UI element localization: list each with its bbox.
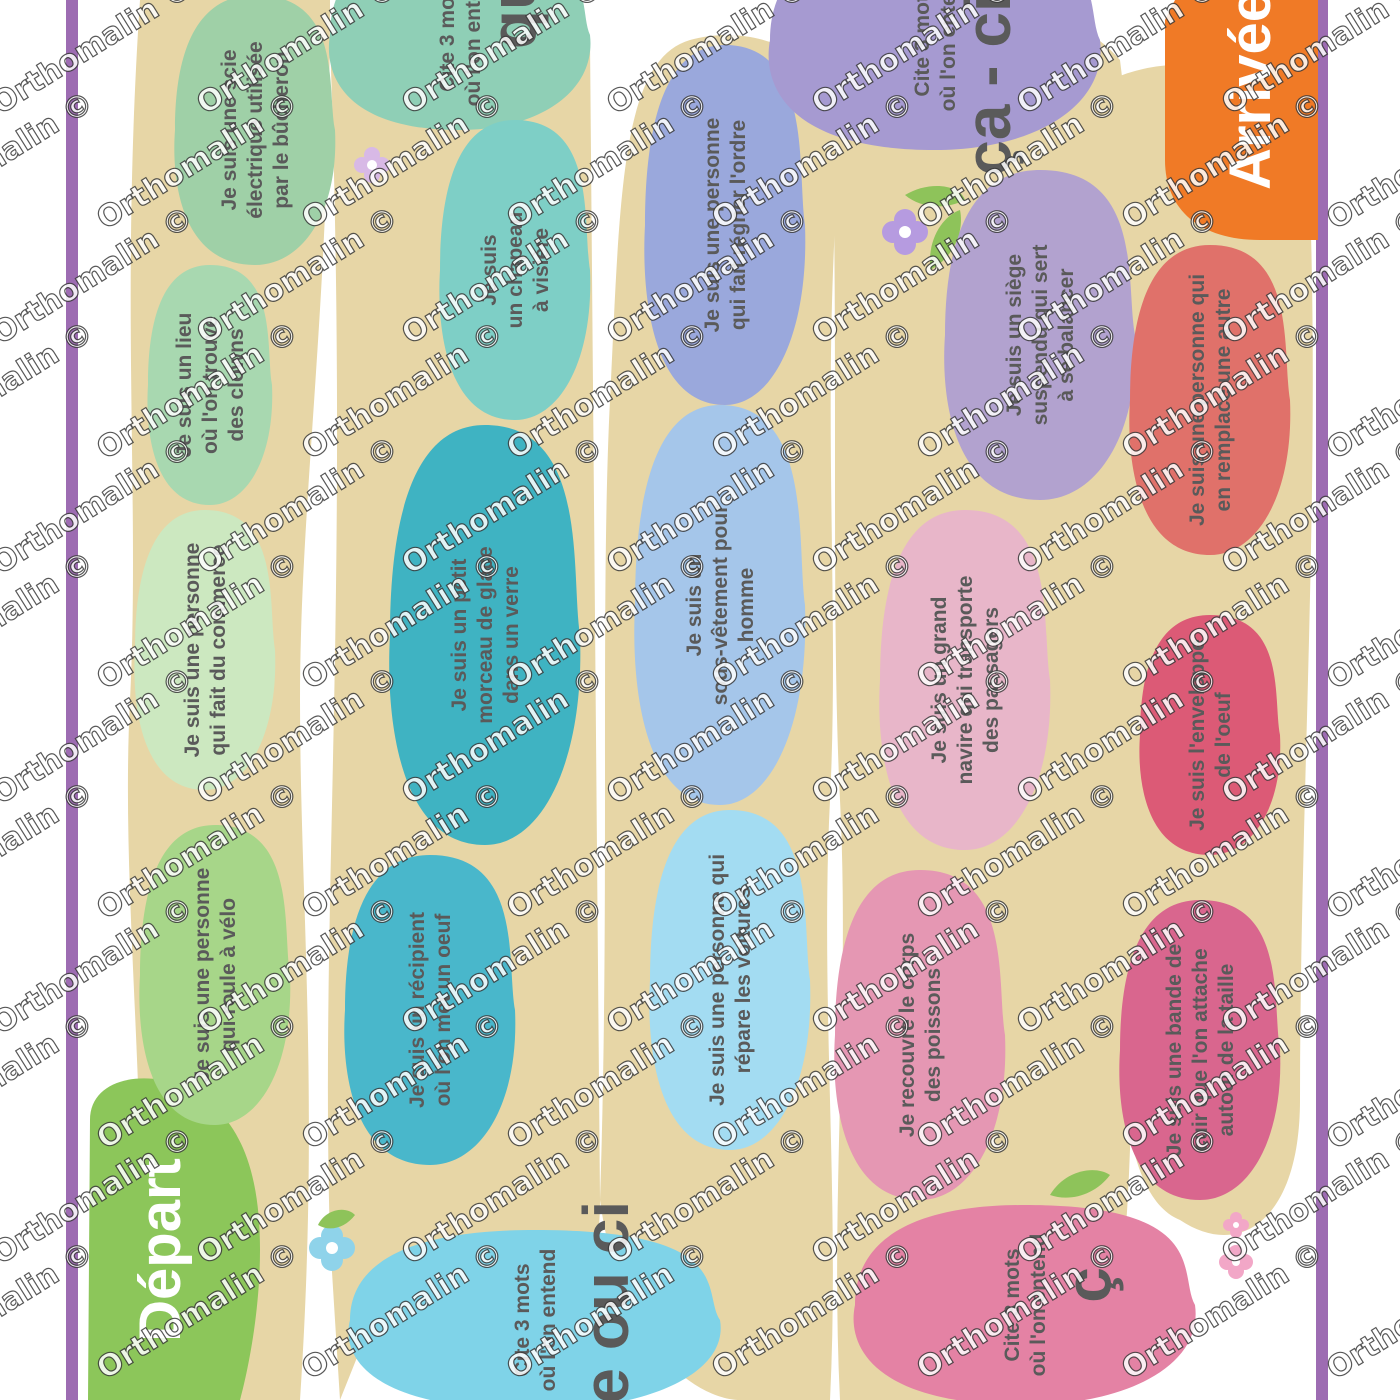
- space-question-text: Je suis un petit morceau de glace dans un …: [448, 546, 523, 723]
- space-question-text: Cite 3 mots où l'on entend: [1001, 1234, 1050, 1377]
- flower-icon: [1219, 1245, 1253, 1279]
- space-question-text: Je suis une personne qui roule à vélo: [191, 868, 240, 1083]
- space-question-text: Je suis un grand navire qui transporte des…: [928, 576, 1003, 785]
- space-question-text: Je suis une personne qui répare les voitu…: [706, 854, 755, 1106]
- leaf-icon: [905, 185, 965, 270]
- space-question-text: Je suis un lieu où l'on trouve des clowns: [173, 313, 248, 458]
- finish-space: [1165, 0, 1318, 240]
- space-question-text: Je suis une bande de cuir que l'on attach…: [1163, 944, 1238, 1156]
- space-question-text: Je suis un siège suspendu qui sert à se ba…: [1003, 245, 1078, 426]
- board-space: [649, 810, 811, 1150]
- board-space: [348, 1230, 721, 1400]
- board-space: [834, 870, 1006, 1200]
- board-space: [644, 45, 806, 405]
- board-frame: [66, 0, 1328, 1400]
- space-question-text: Cite 3 mots où l'on entend: [911, 0, 960, 111]
- board-space: [328, 0, 591, 130]
- board-space: [1139, 615, 1281, 855]
- space-question-text: Je suis une personne qui fait régner l'or…: [701, 118, 750, 333]
- flower-icon: [882, 209, 928, 255]
- space-question-text: Cite 3 mots où l'on entend: [511, 1249, 560, 1392]
- board-space: [439, 120, 591, 420]
- board-space: [139, 825, 291, 1125]
- board-space: [879, 510, 1051, 850]
- board-space: [389, 425, 581, 845]
- board-space: [174, 0, 336, 265]
- leaf-icon: [318, 1170, 1110, 1229]
- board-space: [1119, 900, 1281, 1200]
- start-space: [88, 1078, 260, 1400]
- flower-icon: [1223, 1212, 1249, 1238]
- sound-label: ç: [1052, 1267, 1124, 1303]
- board-space: [147, 265, 273, 505]
- space-question-text: Cite 3 mots où l'on entend: [436, 0, 485, 106]
- board-space: [634, 405, 806, 805]
- board-space: [944, 170, 1136, 500]
- board-space: [853, 1205, 1196, 1400]
- space-question-text: Je suis un sous-vêtement pour homme: [683, 505, 758, 706]
- board-space: [344, 855, 516, 1165]
- space-question-text: Je suis un chapeau à visière: [478, 212, 553, 329]
- board-space: [1129, 245, 1291, 555]
- finish-label: Arrivée: [1218, 0, 1283, 190]
- sound-label: ça - ci: [952, 0, 1024, 176]
- space-question-text: Je suis un récipient où l'on met un oeuf: [406, 912, 455, 1108]
- board-space: [134, 510, 276, 790]
- space-question-text: Je recouvre le corps des poissons: [896, 933, 945, 1137]
- flower-icon: [354, 147, 390, 183]
- sound-label: qu: [477, 0, 549, 49]
- board-space: [768, 0, 1101, 150]
- space-question-text: Je suis une scie électrique utilisée par l…: [218, 41, 293, 218]
- space-question-text: Je suis l'enveloppe de l'oeuf: [1186, 639, 1235, 831]
- space-question-text: Je suis une personne qui fait du commerce: [181, 543, 230, 758]
- sound-label: ce ou ci: [570, 1201, 642, 1400]
- start-label: Départ: [128, 1158, 193, 1342]
- space-question-text: Je suis une personne qui en remplace une …: [1186, 274, 1235, 526]
- flower-icon: [309, 1225, 355, 1271]
